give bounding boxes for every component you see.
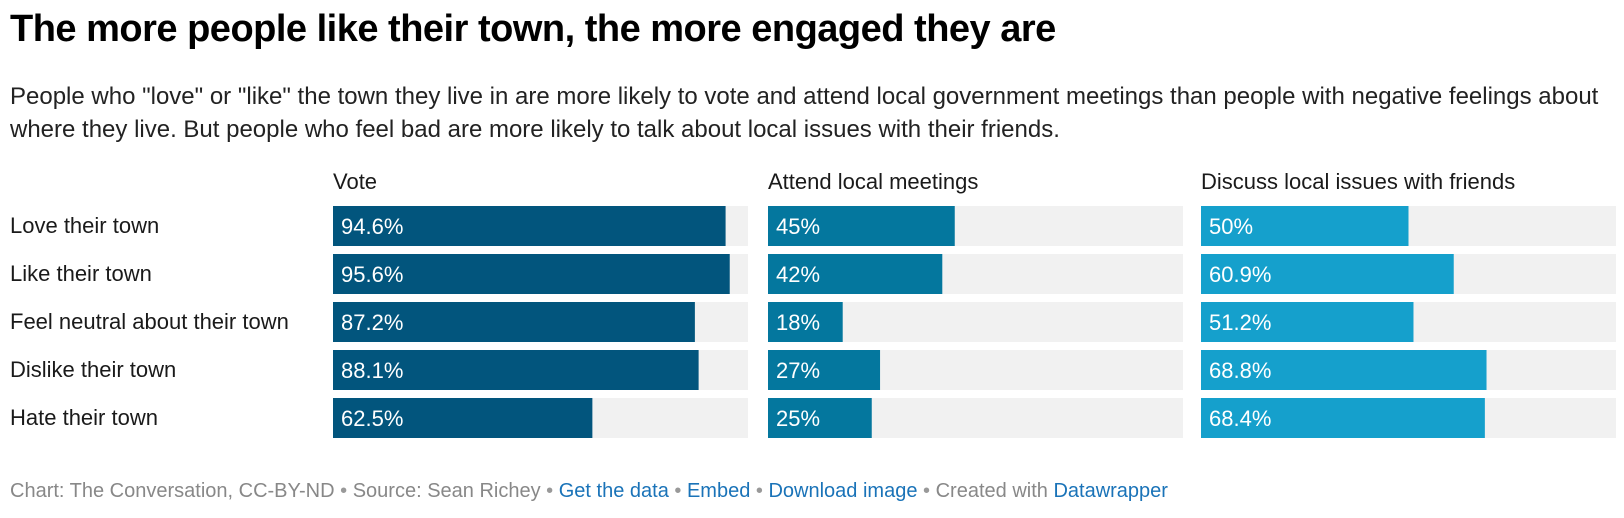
source-text: Source: Sean Richey [352, 480, 541, 502]
footer-separator: • [340, 480, 348, 502]
chart-subtitle: People who "love" or "like" the town the… [10, 83, 1599, 143]
footer-separator: • [755, 480, 763, 502]
chart-footer: Chart: The Conversation, CC-BY-ND • Sour… [10, 480, 1168, 503]
bar-value-label: 18% [776, 310, 820, 335]
bar-value-label: 27% [776, 358, 820, 383]
bar-value-label: 45% [776, 214, 820, 239]
chart-title: The more people like their town, the mor… [10, 8, 1056, 50]
download-image-link[interactable]: Download image [768, 480, 918, 502]
bar-value-label: 87.2% [341, 310, 403, 335]
bar [1201, 398, 1485, 438]
bar [1201, 350, 1487, 390]
category-label: Love their town [10, 213, 159, 238]
bar-value-label: 95.6% [341, 262, 403, 287]
bar-value-label: 62.5% [341, 406, 403, 431]
bar [333, 350, 699, 390]
bar [768, 398, 872, 438]
bar-chart: Love their town Like their town Feel neutr… [10, 169, 1616, 438]
bar-value-label: 50% [1209, 214, 1253, 239]
bar-value-label: 68.4% [1209, 406, 1271, 431]
bar-value-label: 94.6% [341, 214, 403, 239]
bar-value-label: 60.9% [1209, 262, 1271, 287]
panel-header: Discuss local issues with friends [1201, 169, 1515, 194]
bar-value-label: 51.2% [1209, 310, 1271, 335]
datawrapper-link[interactable]: Datawrapper [1053, 480, 1168, 502]
category-label: Dislike their town [10, 357, 176, 382]
embed-link[interactable]: Embed [686, 480, 751, 502]
bar-value-label: 88.1% [341, 358, 403, 383]
category-label: Hate their town [10, 405, 158, 430]
bar [333, 302, 695, 342]
footer-separator: • [674, 480, 682, 502]
bar-value-label: 68.8% [1209, 358, 1271, 383]
bar-value-label: 25% [776, 406, 820, 431]
footer-separator: • [546, 480, 554, 502]
bar [333, 254, 730, 294]
created-with-text: Created with [935, 480, 1048, 502]
get-data-link[interactable]: Get the data [558, 480, 669, 502]
credit-text: Chart: The Conversation, CC-BY-ND [10, 480, 335, 502]
bar [1201, 302, 1414, 342]
bar [768, 302, 843, 342]
bar [333, 206, 726, 246]
category-label: Feel neutral about their town [10, 309, 289, 334]
bar [768, 350, 881, 390]
panel-header: Attend local meetings [768, 169, 978, 194]
bar [1201, 254, 1454, 294]
bar [768, 206, 955, 246]
category-label: Like their town [10, 261, 152, 286]
bar [333, 398, 593, 438]
footer-separator: • [923, 480, 931, 502]
bar [1201, 206, 1409, 246]
panel-header: Vote [333, 169, 377, 194]
bar-value-label: 42% [776, 262, 820, 287]
bar [768, 254, 943, 294]
